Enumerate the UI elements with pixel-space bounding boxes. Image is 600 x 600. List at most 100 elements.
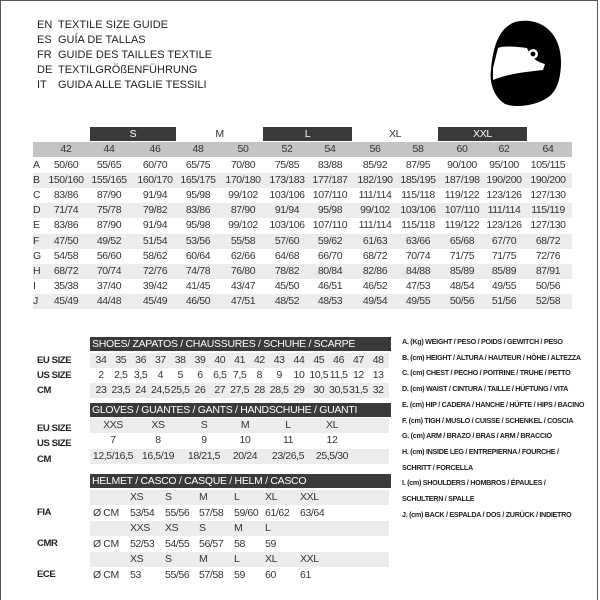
legend-line: SCHULTERN / SPALLE — [402, 494, 475, 503]
helmet-size-cell: M — [199, 491, 208, 503]
table-cell: 52/58 — [535, 294, 561, 307]
helmet-value-cell: 61/62 — [265, 507, 290, 519]
shoe-size-cell: 11,5 — [329, 369, 348, 381]
title-line: DE TEXTILGRÖßENFÜHRUNG — [37, 63, 197, 77]
glove-size-cell: S — [200, 419, 208, 431]
table-cell: 46/50 — [185, 294, 211, 307]
table-cell: 83/88 — [317, 159, 343, 171]
title-text: GUÍA DE TALLAS — [58, 34, 146, 46]
helmet-size-cell: L — [234, 491, 240, 503]
table-cell: 85/92 — [362, 159, 388, 171]
shoe-size-cell: 27,5 — [230, 384, 250, 396]
table-cell: 91/94 — [274, 204, 300, 217]
helmet-value-cell: 57/58 — [199, 507, 224, 519]
table-cell: 105/115 — [530, 159, 566, 171]
row-label: A — [33, 159, 40, 171]
shoe-size-cell: 45 — [313, 354, 325, 366]
table-cell: 103/106 — [269, 189, 305, 202]
size-group-header: M — [215, 128, 224, 140]
table-cell: 90/100 — [447, 159, 477, 171]
size-number: 52 — [281, 143, 293, 155]
table-cell: 60/64 — [185, 249, 211, 262]
row-label: F — [33, 234, 40, 247]
row-band — [90, 418, 389, 433]
title-line: IT GUIDA ALLE TAGLIE TESSILI — [37, 78, 207, 92]
table-cell: 127/130 — [530, 219, 566, 232]
helmet-value-cell: 59 — [265, 538, 276, 550]
legend-line: SCHRITT / FORCELLA — [402, 462, 473, 472]
glove-size-cell: 25,5/30 — [315, 450, 349, 462]
table-cell: 56/60 — [96, 249, 122, 262]
table-cell: 75/85 — [274, 159, 300, 171]
table-cell: 75/78 — [96, 204, 122, 217]
table-cell: 91/94 — [142, 189, 168, 202]
table-cell: 68/72 — [53, 264, 79, 277]
helmet-size-cell: XL — [265, 491, 278, 503]
table-cell: 48/53 — [317, 294, 343, 307]
table-cell: 48/52 — [274, 294, 300, 307]
shoe-size-cell: 13 — [372, 369, 384, 381]
table-cell: 49/55 — [405, 294, 431, 307]
table-cell: 70/74 — [96, 264, 122, 277]
table-cell: 76/80 — [230, 264, 256, 277]
row-band — [90, 449, 389, 464]
table-cell: 51/56 — [491, 294, 517, 307]
table-cell: 47/53 — [405, 279, 431, 292]
language-code: IT — [37, 79, 47, 91]
table-cell: 47/51 — [230, 294, 256, 307]
table-cell: 165/175 — [180, 174, 216, 187]
table-cell: 85/89 — [449, 264, 475, 277]
glove-size-cell: 23/26,5 — [271, 450, 305, 462]
shoe-size-cell: 35 — [115, 354, 127, 366]
language-code: FR — [37, 49, 52, 61]
shoe-size-cell: 10,5 — [309, 369, 329, 381]
shoe-size-cell: 6 — [197, 369, 203, 381]
shoe-size-cell: 28,5 — [269, 384, 289, 396]
shoe-size-cell: 30 — [313, 384, 325, 396]
table-cell: 111/114 — [358, 189, 392, 202]
shoe-size-cell: 28 — [253, 384, 265, 396]
shoe-size-cell: 46 — [333, 354, 345, 366]
legend-line: C. (cm) CHEST / PECHO / POITRINE / TRUHE… — [402, 368, 571, 378]
table-cell: 185/195 — [400, 174, 436, 187]
table-cell: 55/65 — [96, 159, 122, 171]
table-cell: 87/91 — [535, 264, 561, 277]
size-group-header: XXL — [438, 127, 527, 141]
table-cell: 68/72 — [362, 249, 388, 262]
row-label: E — [33, 219, 40, 232]
table-cell: 70/80 — [230, 159, 256, 171]
helmet-value-cell: 63/64 — [300, 507, 325, 519]
row-label: B — [33, 174, 40, 187]
legend-line: J. (cm) BACK / ESPALDA / DOS / ZURÜCK / … — [402, 509, 572, 519]
shoe-size-cell: 5 — [177, 369, 183, 381]
table-cell: 60/70 — [142, 159, 168, 171]
table-cell: 99/102 — [360, 204, 390, 217]
standard-label: FIA — [37, 507, 52, 518]
helmet-value-cell: 61 — [300, 569, 311, 581]
shoe-size-cell: 37 — [154, 354, 166, 366]
table-cell: 57/60 — [274, 234, 300, 247]
shoe-size-cell: 32 — [372, 384, 384, 396]
table-cell: 80/84 — [317, 264, 343, 277]
shoe-size-cell: 30,5 — [329, 384, 349, 396]
helmet-size-cell: XXL — [300, 553, 319, 565]
row-label: C — [33, 189, 41, 202]
table-cell: 50/60 — [53, 159, 79, 171]
row-label: H — [33, 264, 41, 277]
frame-border-left — [0, 0, 1, 600]
helmet-header: HELMET / CASCO / CASQUE / HELM / CASCO — [90, 474, 391, 488]
table-cell: 99/102 — [228, 219, 258, 232]
shoes-header: SHOES/ ZAPATOS / CHAUSSURES / SCHUHE / S… — [90, 337, 391, 351]
table-cell: 49/52 — [96, 234, 122, 247]
legend-line: D. (cm) WAIST / CINTURA / TAILLE / HÜFTU… — [402, 384, 569, 394]
glove-size-cell: XL — [325, 419, 339, 431]
helmet-size-cell: M — [199, 553, 208, 565]
table-cell: 83/86 — [53, 189, 79, 202]
helmet-size-cell: XXL — [300, 491, 319, 503]
row-band — [90, 521, 389, 536]
table-cell: 49/55 — [491, 279, 517, 292]
table-cell: 107/110 — [312, 219, 348, 232]
table-cell: 45/50 — [274, 279, 300, 292]
table-cell: 123/126 — [486, 219, 522, 232]
